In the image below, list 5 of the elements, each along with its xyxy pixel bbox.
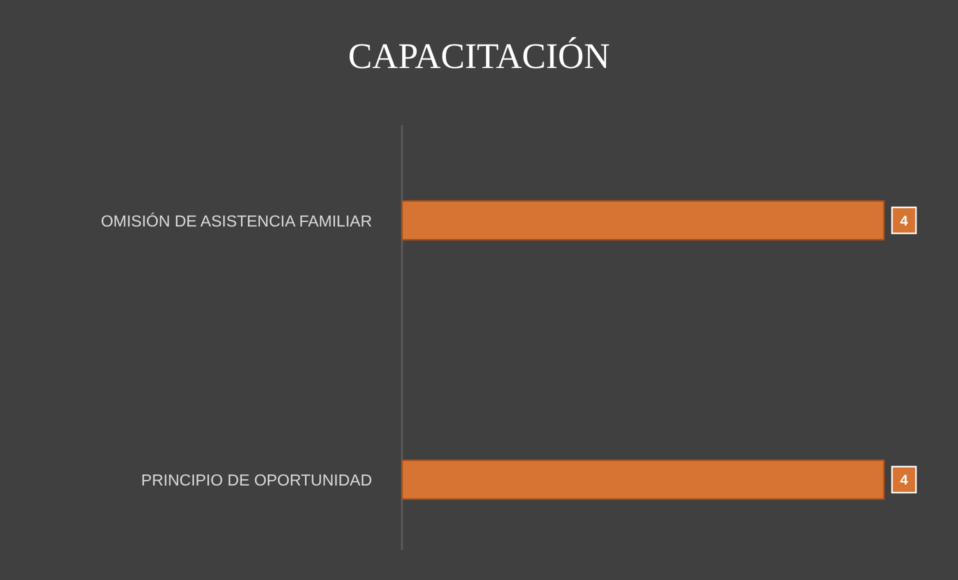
chart-title: CAPACITACIÓN bbox=[348, 36, 610, 76]
data-label: 4 bbox=[900, 212, 908, 228]
y-tick-label: PRINCIPIO DE OPORTUNIDAD bbox=[141, 472, 372, 490]
data-label: 4 bbox=[900, 472, 908, 488]
y-tick-label: OMISIÓN DE ASISTENCIA FAMILIAR bbox=[100, 212, 372, 230]
